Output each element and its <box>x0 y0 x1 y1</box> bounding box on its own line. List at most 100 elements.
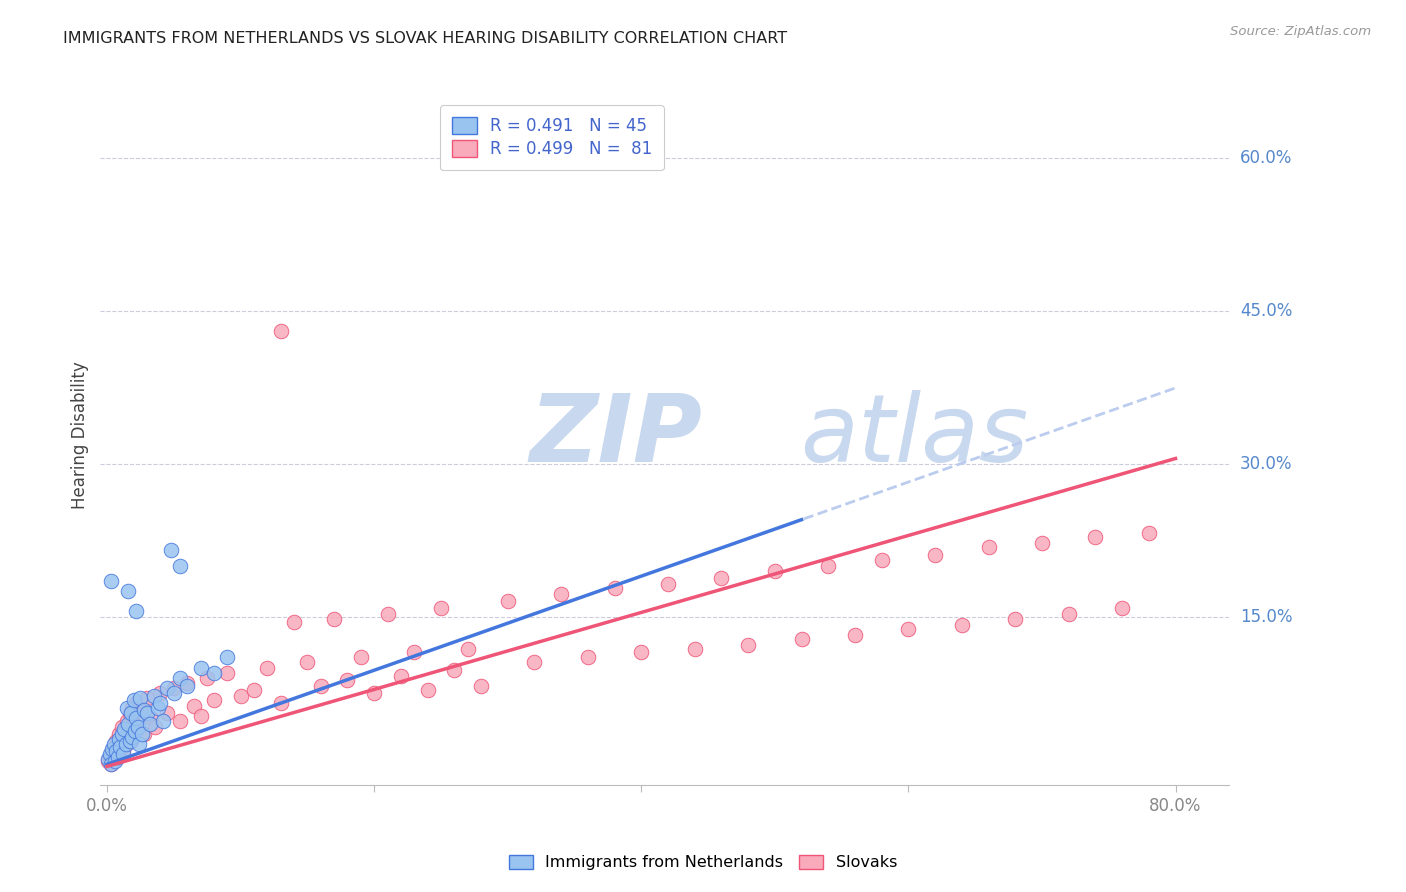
Point <box>100 757 122 772</box>
Point <box>270 324 292 338</box>
Point <box>107 747 129 761</box>
Text: 45.0%: 45.0% <box>1240 301 1292 319</box>
Point <box>550 587 572 601</box>
Point <box>404 645 426 659</box>
Point <box>125 696 148 710</box>
Point <box>149 686 172 700</box>
Point <box>763 564 786 578</box>
Point <box>737 638 759 652</box>
Point <box>97 754 120 768</box>
Point <box>108 731 131 746</box>
Point <box>121 730 143 744</box>
Point <box>105 744 128 758</box>
Point <box>710 571 733 585</box>
Point <box>107 750 129 764</box>
Point <box>270 696 292 710</box>
Point <box>163 686 186 700</box>
Point <box>169 714 191 728</box>
Point <box>1057 607 1080 622</box>
Point <box>122 716 145 731</box>
Point <box>217 650 239 665</box>
Point <box>98 747 121 761</box>
Point <box>112 747 135 761</box>
Point <box>118 706 141 721</box>
Point <box>323 611 346 625</box>
Point <box>190 709 212 723</box>
Point <box>350 650 373 665</box>
Point <box>924 549 946 563</box>
Point <box>630 645 652 659</box>
Point <box>108 727 131 741</box>
Point <box>603 581 626 595</box>
Point <box>143 720 166 734</box>
Point <box>1137 525 1160 540</box>
Point <box>683 642 706 657</box>
Point <box>149 696 172 710</box>
Point <box>101 744 124 758</box>
Point <box>790 632 813 646</box>
Legend: R = 0.491   N = 45, R = 0.499   N =  81: R = 0.491 N = 45, R = 0.499 N = 81 <box>440 105 664 169</box>
Point <box>243 682 266 697</box>
Point <box>576 650 599 665</box>
Legend: Immigrants from Netherlands, Slovaks: Immigrants from Netherlands, Slovaks <box>502 848 904 877</box>
Point <box>156 706 179 721</box>
Point <box>115 701 138 715</box>
Point <box>110 739 132 754</box>
Point <box>430 601 453 615</box>
Point <box>977 540 1000 554</box>
Text: 30.0%: 30.0% <box>1240 455 1292 473</box>
Point <box>114 737 136 751</box>
Point <box>363 686 385 700</box>
Point <box>1084 530 1107 544</box>
Point <box>897 622 920 636</box>
Point <box>496 594 519 608</box>
Point <box>111 720 134 734</box>
Point <box>817 558 839 573</box>
Point <box>104 754 127 768</box>
Y-axis label: Hearing Disability: Hearing Disability <box>72 361 89 509</box>
Point <box>100 757 122 772</box>
Point <box>416 682 439 697</box>
Point <box>114 737 136 751</box>
Point <box>163 681 186 695</box>
Point <box>121 701 143 715</box>
Point <box>152 714 174 728</box>
Point <box>844 628 866 642</box>
Point <box>136 706 159 721</box>
Point <box>122 693 145 707</box>
Point <box>136 691 159 706</box>
Point <box>156 681 179 695</box>
Point <box>117 584 139 599</box>
Point <box>229 689 252 703</box>
Point <box>103 739 125 754</box>
Point <box>127 720 149 734</box>
Point <box>129 691 152 706</box>
Point <box>120 734 142 748</box>
Point <box>657 577 679 591</box>
Point <box>169 671 191 685</box>
Point <box>134 727 156 741</box>
Text: atlas: atlas <box>800 390 1028 481</box>
Point <box>101 742 124 756</box>
Point <box>523 656 546 670</box>
Point <box>1004 611 1026 625</box>
Point <box>183 699 205 714</box>
Text: IMMIGRANTS FROM NETHERLANDS VS SLOVAK HEARING DISABILITY CORRELATION CHART: IMMIGRANTS FROM NETHERLANDS VS SLOVAK HE… <box>63 31 787 46</box>
Point <box>112 744 135 758</box>
Point <box>202 665 225 680</box>
Text: 60.0%: 60.0% <box>1240 149 1292 167</box>
Point <box>309 679 332 693</box>
Point <box>146 701 169 715</box>
Point <box>176 675 198 690</box>
Point <box>131 727 153 741</box>
Point <box>124 723 146 738</box>
Point <box>142 689 165 703</box>
Point <box>169 558 191 573</box>
Point <box>115 714 138 728</box>
Point <box>112 722 135 736</box>
Point <box>377 607 399 622</box>
Point <box>105 734 128 748</box>
Point <box>125 604 148 618</box>
Text: Source: ZipAtlas.com: Source: ZipAtlas.com <box>1230 25 1371 38</box>
Point <box>128 737 150 751</box>
